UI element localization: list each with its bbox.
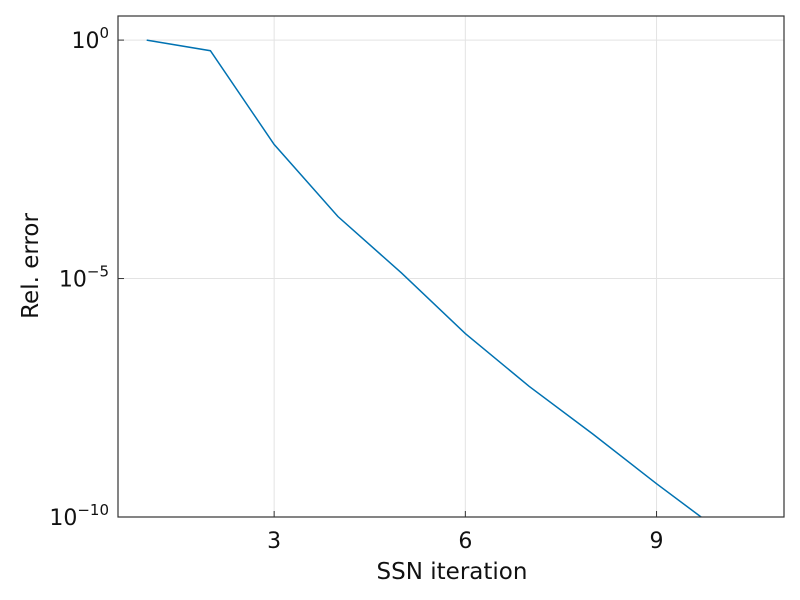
x-axis-label: SSN iteration xyxy=(377,559,528,585)
y-tick-base: 10 xyxy=(71,29,99,54)
y-tick-exponent: −10 xyxy=(77,501,109,519)
y-tick-base: 10 xyxy=(49,506,77,531)
plot-frame xyxy=(117,15,785,518)
y-tick-label: 100 xyxy=(71,24,109,54)
x-axis-ticks: 3 6 9 xyxy=(267,511,664,554)
x-tick-label: 6 xyxy=(458,529,472,554)
grid xyxy=(118,16,784,518)
y-tick-exponent: 0 xyxy=(99,24,109,42)
series-line xyxy=(146,39,702,518)
x-tick-label: 3 xyxy=(267,529,281,554)
y-tick-label: 10−10 xyxy=(49,501,109,531)
series-layer xyxy=(146,39,702,518)
y-axis-label: Rel. error xyxy=(18,213,44,319)
y-tick-label: 10−5 xyxy=(59,263,109,293)
x-tick-label: 9 xyxy=(650,529,664,554)
y-tick-exponent: −5 xyxy=(87,263,109,281)
y-tick-base: 10 xyxy=(59,268,87,293)
